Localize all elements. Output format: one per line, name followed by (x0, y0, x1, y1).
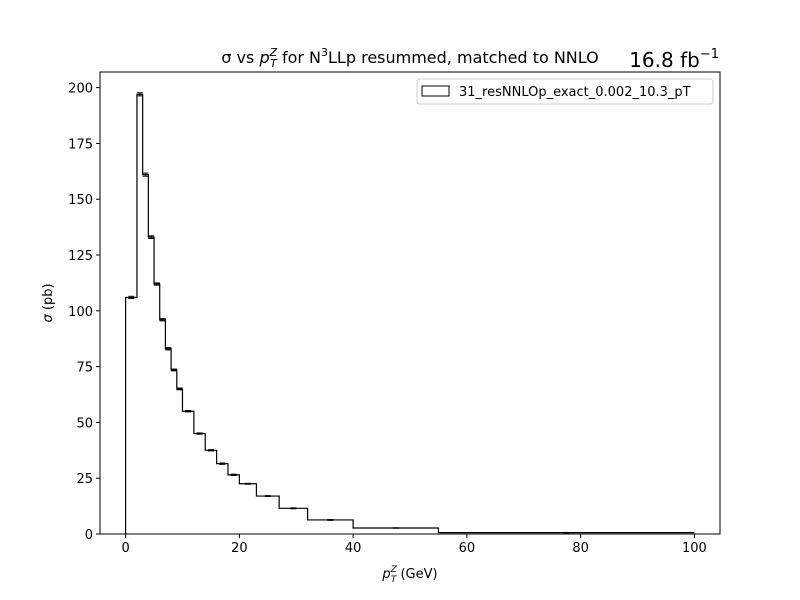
y-tick-label: 175 (68, 137, 93, 152)
x-tick-label: 20 (231, 541, 248, 556)
histogram-step-line (124, 93, 695, 534)
y-tick-label: 150 (68, 193, 93, 208)
x-tick-label: 40 (345, 541, 362, 556)
legend-swatch (421, 85, 450, 97)
chart-title: σ vs pZ T for N3LLp resummed, matched to … (221, 46, 598, 70)
y-tick-label: 125 (68, 249, 93, 264)
histogram-series (124, 92, 695, 534)
x-tick-label: 80 (572, 541, 589, 556)
y-axis-label: σ (pb) (41, 283, 56, 322)
y-tick-label: 25 (76, 472, 93, 487)
x-axis-label: pZ T (GeV) (381, 565, 437, 585)
x-tick-label: 60 (459, 541, 476, 556)
legend-entry-label: 31_resNNLOp_exact_0.002_10.3_pT (459, 85, 691, 100)
legend: 31_resNNLOp_exact_0.002_10.3_pT (416, 78, 714, 105)
y-tick-label: 0 (85, 528, 93, 543)
x-tick-label: 100 (682, 541, 707, 556)
x-axis: 0 20 40 60 80 100 (121, 534, 707, 556)
y-tick-label: 75 (76, 361, 93, 376)
y-axis: 0 25 50 75 100 125 150 175 200 (68, 82, 100, 543)
legend-box (416, 78, 714, 105)
y-tick-label: 200 (68, 82, 93, 97)
y-tick-label: 50 (76, 416, 93, 431)
plot-frame (99, 71, 721, 535)
y-tick-label: 100 (68, 305, 93, 320)
x-tick-label: 0 (121, 541, 129, 556)
luminosity-label: 16.8 fb−1 (629, 47, 719, 72)
